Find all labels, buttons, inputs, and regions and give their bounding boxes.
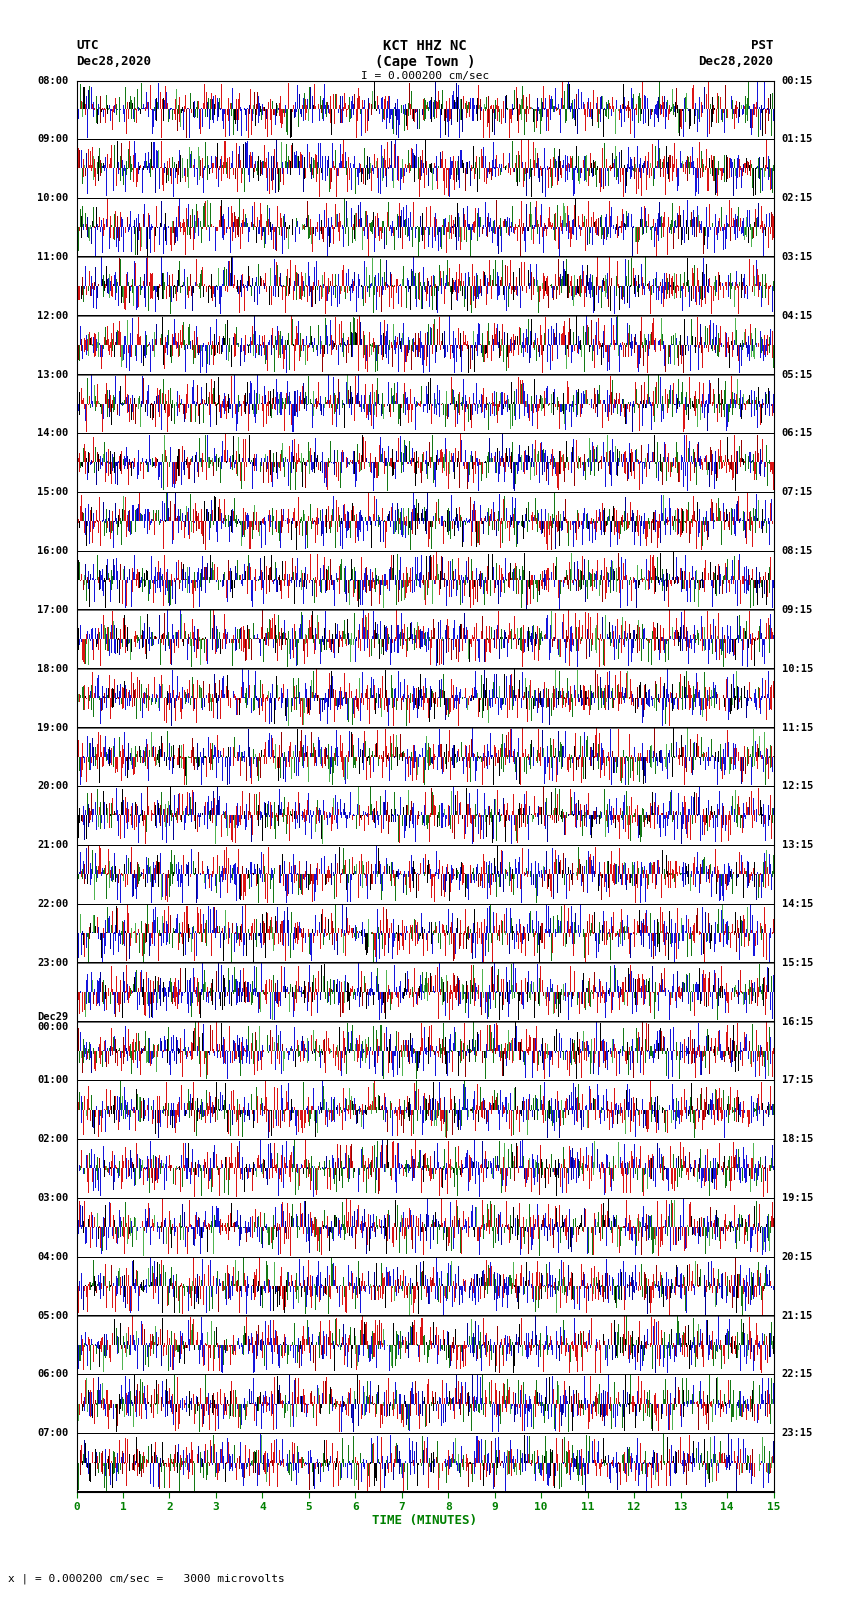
Text: 14:15: 14:15 <box>782 898 813 910</box>
Text: I = 0.000200 cm/sec: I = 0.000200 cm/sec <box>361 71 489 81</box>
Text: 19:00: 19:00 <box>37 723 68 732</box>
Text: 18:15: 18:15 <box>782 1134 813 1144</box>
Text: 18:00: 18:00 <box>37 663 68 674</box>
Text: 10:00: 10:00 <box>37 194 68 203</box>
Text: 19:15: 19:15 <box>782 1194 813 1203</box>
Text: 14:00: 14:00 <box>37 429 68 439</box>
Text: 16:00: 16:00 <box>37 547 68 556</box>
Text: 13:15: 13:15 <box>782 840 813 850</box>
Text: KCT HHZ NC: KCT HHZ NC <box>383 39 467 53</box>
Text: 22:15: 22:15 <box>782 1369 813 1379</box>
Text: 13:00: 13:00 <box>37 369 68 379</box>
Text: 10:15: 10:15 <box>782 663 813 674</box>
Text: Dec28,2020: Dec28,2020 <box>76 55 151 68</box>
Text: 08:15: 08:15 <box>782 547 813 556</box>
Text: 07:00: 07:00 <box>37 1428 68 1439</box>
Text: PST: PST <box>751 39 774 52</box>
Text: 04:15: 04:15 <box>782 311 813 321</box>
Text: 00:00: 00:00 <box>37 1021 68 1032</box>
Text: 07:15: 07:15 <box>782 487 813 497</box>
Text: 21:15: 21:15 <box>782 1311 813 1321</box>
Text: 00:15: 00:15 <box>782 76 813 85</box>
Text: Dec29: Dec29 <box>37 1011 68 1021</box>
Text: 04:00: 04:00 <box>37 1252 68 1261</box>
Text: 01:15: 01:15 <box>782 134 813 145</box>
Text: 05:15: 05:15 <box>782 369 813 379</box>
Text: 21:00: 21:00 <box>37 840 68 850</box>
Text: 03:00: 03:00 <box>37 1194 68 1203</box>
Text: 17:15: 17:15 <box>782 1076 813 1086</box>
Text: 05:00: 05:00 <box>37 1311 68 1321</box>
Text: 06:00: 06:00 <box>37 1369 68 1379</box>
Text: 03:15: 03:15 <box>782 252 813 261</box>
Text: 08:00: 08:00 <box>37 76 68 85</box>
Text: 02:00: 02:00 <box>37 1134 68 1144</box>
Text: 15:15: 15:15 <box>782 958 813 968</box>
Text: 09:15: 09:15 <box>782 605 813 615</box>
Text: 23:15: 23:15 <box>782 1428 813 1439</box>
Text: 11:15: 11:15 <box>782 723 813 732</box>
Text: 20:00: 20:00 <box>37 781 68 792</box>
Text: 16:15: 16:15 <box>782 1016 813 1026</box>
X-axis label: TIME (MINUTES): TIME (MINUTES) <box>372 1515 478 1528</box>
Text: (Cape Town ): (Cape Town ) <box>375 55 475 69</box>
Text: 11:00: 11:00 <box>37 252 68 261</box>
Text: x | = 0.000200 cm/sec =   3000 microvolts: x | = 0.000200 cm/sec = 3000 microvolts <box>8 1573 286 1584</box>
Text: 12:15: 12:15 <box>782 781 813 792</box>
Text: 02:15: 02:15 <box>782 194 813 203</box>
Text: Dec28,2020: Dec28,2020 <box>699 55 774 68</box>
Text: 22:00: 22:00 <box>37 898 68 910</box>
Text: 17:00: 17:00 <box>37 605 68 615</box>
Text: 06:15: 06:15 <box>782 429 813 439</box>
Text: UTC: UTC <box>76 39 99 52</box>
Text: 09:00: 09:00 <box>37 134 68 145</box>
Text: 15:00: 15:00 <box>37 487 68 497</box>
Text: 12:00: 12:00 <box>37 311 68 321</box>
Text: 01:00: 01:00 <box>37 1076 68 1086</box>
Text: 23:00: 23:00 <box>37 958 68 968</box>
Text: 20:15: 20:15 <box>782 1252 813 1261</box>
